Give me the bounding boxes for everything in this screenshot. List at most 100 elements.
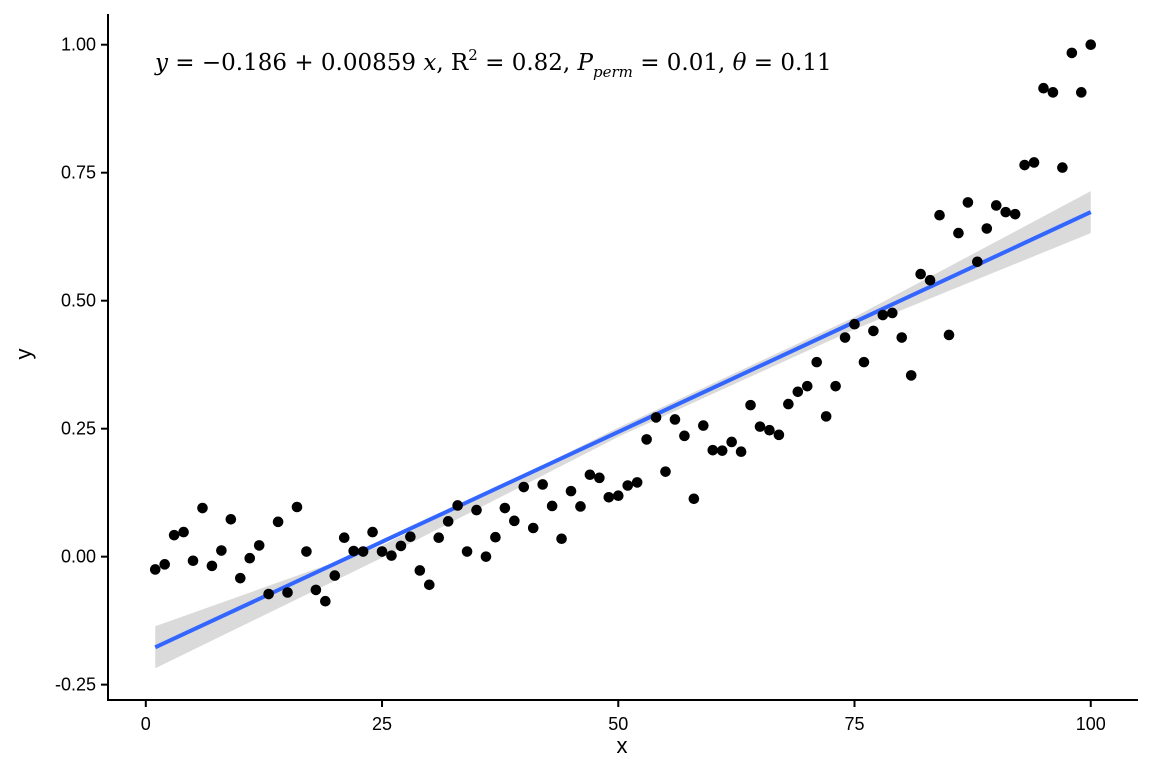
- annotation-p-subscript: perm: [593, 63, 633, 81]
- data-point: [915, 268, 926, 280]
- data-point: [423, 579, 435, 591]
- data-point: [206, 560, 218, 572]
- data-point: [754, 421, 766, 432]
- data-point: [1047, 87, 1059, 98]
- data-point: [603, 491, 615, 503]
- data-point: [329, 570, 341, 581]
- data-point: [546, 500, 558, 512]
- data-point: [830, 380, 841, 392]
- data-point: [168, 529, 180, 541]
- data-point: [612, 490, 624, 502]
- data-point: [839, 332, 851, 343]
- data-point: [414, 565, 426, 576]
- data-point: [584, 469, 596, 481]
- data-point: [792, 386, 804, 398]
- data-point: [291, 501, 303, 513]
- data-point: [518, 481, 530, 493]
- x-axis-title: x: [617, 733, 628, 758]
- axes-layer: 0 25 50 75 100 -0.25 0.00 0.25 0.50 0.75 1.00: [55, 14, 1138, 734]
- data-point: [499, 502, 511, 514]
- data-point: [783, 398, 794, 410]
- data-point: [461, 546, 473, 557]
- y-tick-label: 0.50: [61, 291, 96, 311]
- data-point: [631, 477, 643, 488]
- data-point: [480, 551, 492, 562]
- data-point: [679, 430, 690, 442]
- data-point: [234, 572, 246, 584]
- data-point: [178, 526, 189, 538]
- data-point: [452, 500, 463, 511]
- data-point: [367, 526, 378, 538]
- data-point: [338, 532, 350, 544]
- data-point: [887, 307, 898, 319]
- y-tick-label: 0.25: [61, 419, 96, 439]
- data-point: [320, 595, 331, 607]
- data-point: [1009, 208, 1021, 220]
- data-point: [877, 309, 889, 321]
- data-point: [669, 414, 681, 425]
- data-point: [707, 444, 719, 456]
- data-point: [1028, 157, 1040, 168]
- annotation-r2-superscript: 2: [468, 46, 478, 64]
- annotation-p: P: [577, 50, 594, 76]
- data-point: [764, 424, 775, 436]
- data-point: [376, 546, 388, 557]
- data-point: [348, 545, 359, 557]
- data-point: [688, 493, 700, 505]
- data-point: [405, 531, 416, 542]
- regression-fit-line: [154, 210, 1092, 650]
- data-point: [924, 274, 936, 286]
- regression-equation-annotation: y = −0.186 + 0.00859 x, R2 = 0.82, Pperm…: [154, 46, 832, 81]
- annotation-y: y: [154, 50, 169, 76]
- data-point: [650, 412, 662, 423]
- x-tick-label: 25: [372, 714, 392, 734]
- data-point: [962, 197, 974, 208]
- annotation-x: x: [423, 50, 436, 76]
- data-point: [934, 209, 945, 221]
- data-point: [301, 546, 312, 557]
- annotation-p-value: = 0.01,: [633, 50, 733, 76]
- data-point: [159, 559, 170, 570]
- annotation-equation: = −0.186 + 0.00859: [168, 50, 423, 76]
- y-tick-label: -0.25: [55, 675, 96, 695]
- data-point: [1000, 206, 1012, 218]
- data-point: [310, 584, 322, 596]
- data-point: [253, 540, 265, 551]
- data-point: [849, 318, 860, 330]
- data-point: [735, 446, 747, 458]
- data-point: [745, 399, 756, 411]
- data-point: [990, 200, 1002, 211]
- data-point: [981, 223, 993, 234]
- data-point: [641, 434, 652, 445]
- data-point: [244, 552, 256, 564]
- annotation-r2-value: = 0.82,: [478, 50, 578, 76]
- annotation-r2-prefix: , R: [436, 50, 469, 76]
- data-point: [773, 429, 785, 441]
- data-point: [386, 550, 397, 561]
- data-point: [594, 472, 605, 484]
- data-point: [622, 480, 634, 491]
- data-point: [726, 436, 737, 448]
- data-point: [187, 555, 199, 567]
- data-point: [1019, 159, 1030, 171]
- data-point: [1057, 162, 1068, 173]
- data-point: [1038, 82, 1049, 94]
- data-point: [943, 329, 955, 341]
- data-point: [716, 445, 728, 456]
- data-point: [357, 546, 369, 557]
- data-point: [263, 588, 274, 600]
- data-point: [896, 332, 908, 343]
- data-point: [820, 411, 832, 422]
- data-point: [801, 380, 813, 392]
- data-point: [197, 502, 208, 514]
- y-tick-label: 0.00: [61, 547, 96, 567]
- y-tick-label: 1.00: [61, 35, 96, 55]
- data-point: [811, 356, 823, 368]
- data-point: [1076, 87, 1087, 98]
- data-point: [1085, 39, 1097, 51]
- data-point: [565, 485, 577, 497]
- data-point: [216, 545, 227, 556]
- data-point: [272, 516, 284, 528]
- y-tick-label: 0.75: [61, 163, 96, 183]
